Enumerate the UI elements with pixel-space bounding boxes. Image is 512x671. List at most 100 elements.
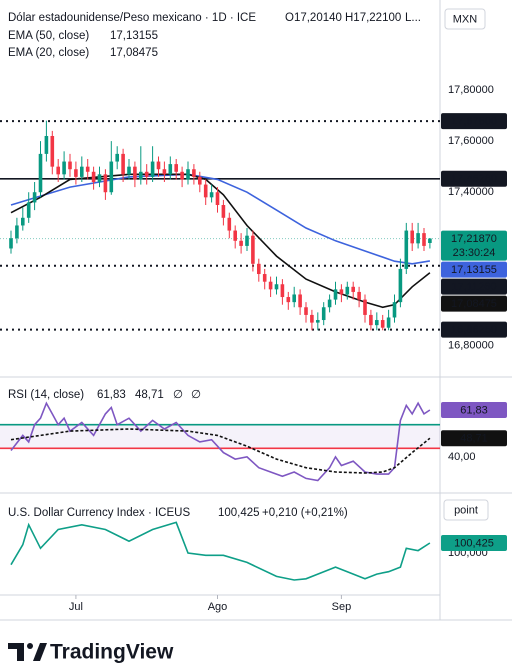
candle-body xyxy=(109,161,114,193)
candle-body xyxy=(404,230,409,269)
candle-body xyxy=(150,161,155,177)
candle-body xyxy=(280,284,285,298)
ohlc-legend: L... xyxy=(405,12,421,24)
legend-value: 61,83 xyxy=(97,389,126,401)
value-box xyxy=(441,113,507,130)
candle-body xyxy=(91,171,96,183)
chart-title: Dólar estadounidense/Peso mexicano · 1D … xyxy=(8,12,256,24)
candle-body xyxy=(38,153,43,193)
candle-body xyxy=(333,289,338,300)
legend-name: EMA (50, close) xyxy=(8,30,89,42)
value-box-label: 16,86250 xyxy=(451,324,497,336)
x-tick-label: Sep xyxy=(332,601,352,613)
legend-value: 17,08475 xyxy=(110,47,158,59)
value-box xyxy=(441,402,507,419)
value-box xyxy=(441,230,507,261)
candle-body xyxy=(50,135,55,167)
candle-body xyxy=(133,166,137,180)
value-box-label: 17,45260 xyxy=(451,173,497,185)
candle-body xyxy=(292,294,296,303)
candle-body xyxy=(298,294,302,308)
brand-name: TradingView xyxy=(50,641,174,664)
candle-body xyxy=(239,240,243,246)
y-tick-label: 40,00 xyxy=(448,451,476,463)
legend-change: +0,210 (+0,21%) xyxy=(262,507,348,519)
candle-body xyxy=(398,268,403,303)
candle-body xyxy=(103,174,108,193)
candle-body xyxy=(97,174,102,183)
candle-body xyxy=(139,171,143,180)
candle-body xyxy=(363,299,367,315)
y-tick-label: 17,60000 xyxy=(448,135,494,147)
candle-body xyxy=(203,184,208,198)
candle-body xyxy=(416,233,420,244)
currency-button[interactable] xyxy=(444,8,486,30)
candle-body xyxy=(180,171,184,180)
candle-body xyxy=(310,314,314,323)
candle-body xyxy=(121,153,125,175)
candle-body xyxy=(274,284,279,290)
legend-value: 100,425 xyxy=(218,507,260,519)
y-tick-label: 16,80000 xyxy=(448,340,494,352)
candle-body xyxy=(286,297,291,303)
value-box-label: 100,425 xyxy=(454,537,494,549)
series-line xyxy=(10,428,431,474)
value-box-label: 17,08475 xyxy=(451,298,497,310)
candle-body xyxy=(227,217,232,231)
value-box xyxy=(441,430,507,447)
candle-body xyxy=(375,320,379,326)
candle-body xyxy=(209,192,214,198)
tradingview-logo xyxy=(8,643,47,661)
y-tick-label: 17,80000 xyxy=(448,84,494,96)
candle-body xyxy=(380,320,385,328)
candle-body xyxy=(221,205,226,218)
candle-body xyxy=(233,230,237,241)
candle-body xyxy=(21,217,25,226)
candle-body xyxy=(192,169,196,177)
pane-title: RSI (14, close) xyxy=(8,389,84,401)
candle-body xyxy=(257,263,261,275)
candle-body xyxy=(410,230,414,244)
candle-body xyxy=(115,153,119,162)
legend-value: 48,71 xyxy=(135,389,164,401)
candle-body xyxy=(316,320,320,323)
value-box xyxy=(441,534,507,551)
legend-extra: ∅ xyxy=(191,389,201,401)
value-box xyxy=(441,278,507,295)
value-box xyxy=(441,321,507,338)
candle-body xyxy=(15,225,19,239)
candle-body xyxy=(85,166,90,172)
series-line xyxy=(10,521,431,581)
candle-body xyxy=(245,235,249,246)
value-box-label: 17,11260 xyxy=(451,281,496,293)
candle-body xyxy=(26,202,31,218)
candle-body xyxy=(327,299,332,308)
series-line xyxy=(10,401,431,482)
value-box-label: 48,71 xyxy=(460,433,488,445)
legend-extra: ∅ xyxy=(173,389,183,401)
candle-body xyxy=(62,161,66,175)
candle-body xyxy=(428,238,432,243)
scale-button[interactable] xyxy=(443,499,489,521)
candle-body xyxy=(422,233,426,246)
candle-body xyxy=(369,314,373,326)
candle-body xyxy=(9,238,13,249)
candle-body xyxy=(162,169,167,175)
value-box xyxy=(441,295,507,312)
candle-body xyxy=(357,291,361,300)
candle-body xyxy=(198,176,202,185)
candle-body xyxy=(392,302,397,318)
candle-body xyxy=(44,135,49,154)
candle-body xyxy=(345,286,350,295)
value-box-label: 17,13155 xyxy=(451,264,497,276)
candle-body xyxy=(32,192,37,203)
currency-label: MXN xyxy=(453,13,478,25)
pane-title: U.S. Dollar Currency Index · ICEUS xyxy=(8,507,190,519)
candle-body xyxy=(174,164,178,172)
candle-body xyxy=(351,286,355,292)
candle-body xyxy=(156,161,161,170)
value-box xyxy=(441,261,507,278)
candle-body xyxy=(215,192,220,206)
